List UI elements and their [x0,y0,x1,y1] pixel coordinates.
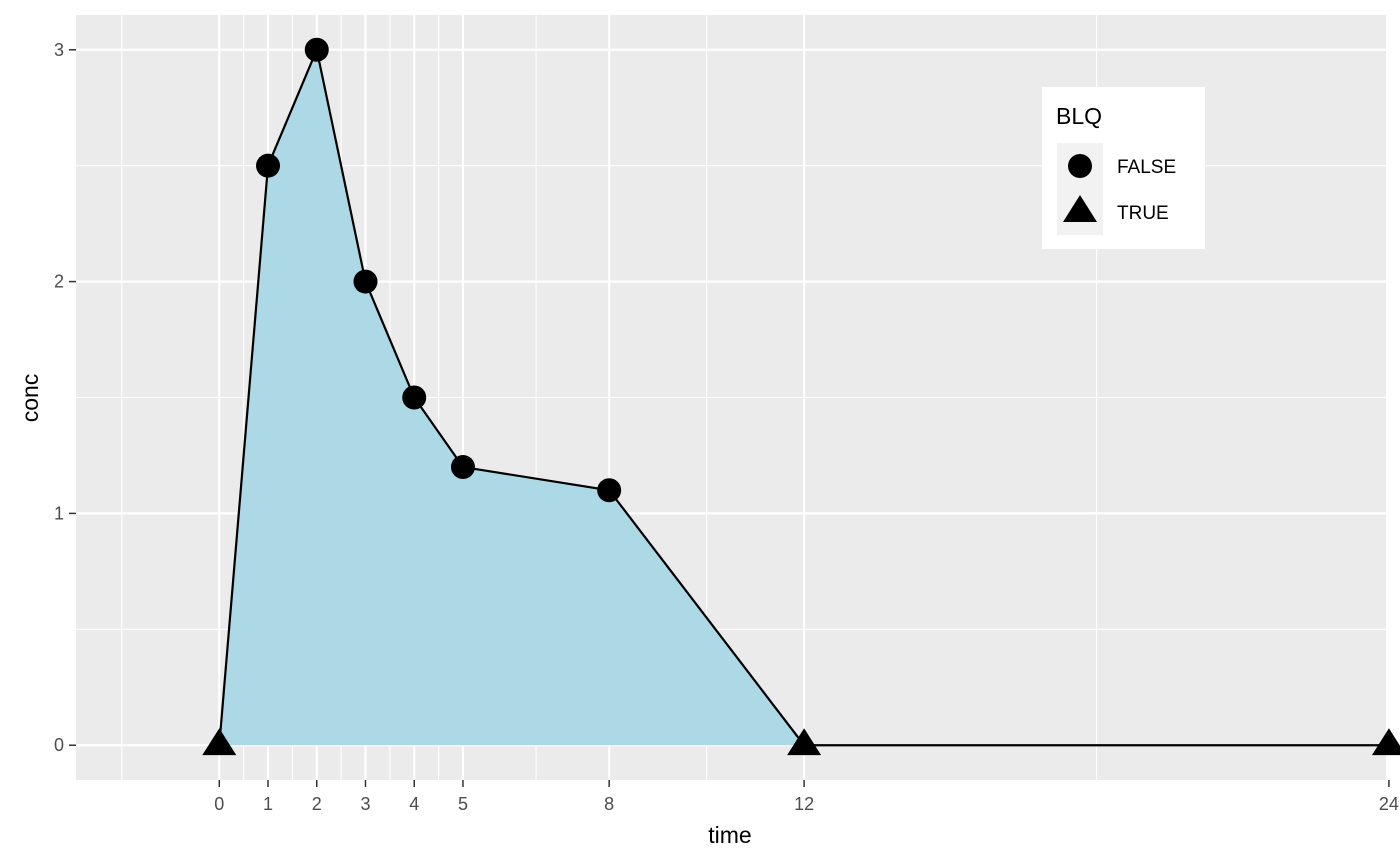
legend-circle-icon [1068,154,1092,178]
area-layer [219,49,805,746]
y-tick-labels: 0 1 2 3 [54,40,64,755]
x-tick-labels: 0 1 2 3 4 5 8 12 24 [214,794,1399,814]
x-tick-label: 8 [604,794,614,814]
legend-label-false: FALSE [1117,157,1176,178]
y-axis-title: conc [17,374,43,423]
y-tick-label: 1 [54,503,64,523]
x-tick-label: 24 [1379,794,1399,814]
data-point-blq-true [1371,728,1400,756]
point-layer [202,37,1400,756]
data-point-blq-false [402,385,427,410]
x-tick-label: 12 [794,794,814,814]
data-point-blq-false [450,455,475,480]
y-tick-label: 3 [54,40,64,60]
data-point-blq-false [256,153,281,178]
data-point-blq-false [304,37,329,62]
y-tick-label: 2 [54,272,64,292]
x-tick-label: 2 [312,794,322,814]
legend: BLQ FALSE TRUE [1042,87,1205,249]
x-tick-label: 4 [409,794,419,814]
x-tick-label: 0 [214,794,224,814]
axis-ticks [69,49,1390,787]
legend-title: BLQ [1056,103,1102,129]
x-tick-label: 5 [458,794,468,814]
auc-area [219,49,805,746]
data-point-blq-true [787,728,822,756]
y-tick-label: 0 [54,735,64,755]
data-point-blq-false [597,478,622,503]
data-point-blq-true [202,728,237,756]
data-point-blq-false [353,269,378,294]
legend-triangle-icon [1063,195,1097,222]
x-axis-title: time [708,822,751,848]
x-tick-label: 1 [263,794,273,814]
legend-label-true: TRUE [1117,203,1169,224]
x-tick-label: 3 [360,794,370,814]
